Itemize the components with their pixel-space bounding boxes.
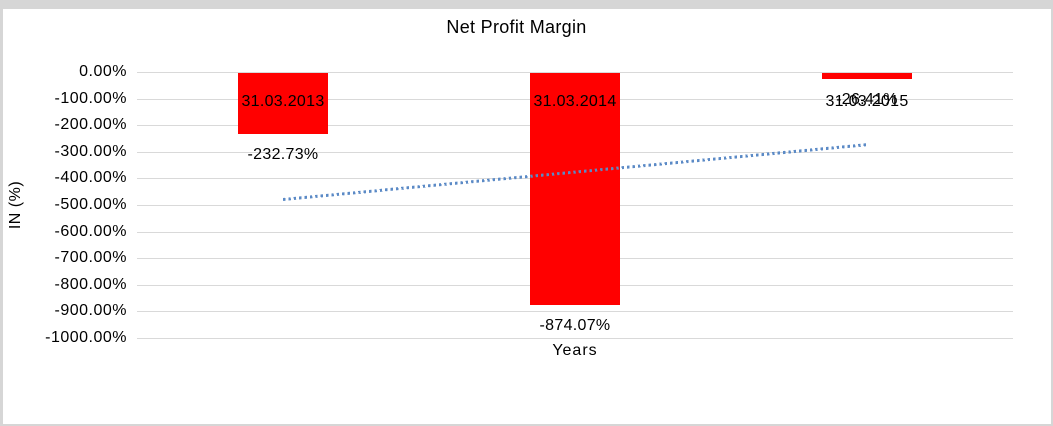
frame-edge-left (0, 0, 3, 426)
y-tick-label: -400.00% (54, 169, 127, 186)
data-label: -232.73% (247, 146, 319, 163)
y-tick-label: -600.00% (54, 223, 127, 240)
y-tick-label: -500.00% (54, 196, 127, 213)
bar-31.03.2014[interactable] (530, 73, 620, 305)
y-tick-label: -1000.00% (45, 329, 127, 346)
gridline (137, 311, 1013, 312)
frame-edge-right (1051, 0, 1053, 426)
frame-edge-top (0, 0, 1053, 9)
chart-title: Net Profit Margin (446, 17, 587, 37)
y-tick-label: -700.00% (54, 249, 127, 266)
x-axis-title: Years (552, 342, 598, 359)
bar-31.03.2015[interactable] (822, 73, 912, 79)
data-label: -26.41% (836, 91, 898, 108)
gridline (137, 72, 1013, 73)
gridline (137, 338, 1013, 339)
y-tick-label: 0.00% (79, 63, 127, 80)
x-category-label: 31.03.2015 (825, 93, 909, 110)
frame-edge-bottom (0, 424, 1053, 426)
y-tick-label: -800.00% (54, 276, 127, 293)
y-tick-label: -100.00% (54, 90, 127, 107)
y-tick-label: -900.00% (54, 302, 127, 319)
bar-31.03.2013[interactable] (238, 73, 328, 134)
data-label: -874.07% (539, 317, 611, 334)
x-category-label: 31.03.2014 (533, 93, 617, 110)
y-tick-label: -300.00% (54, 143, 127, 160)
y-tick-label: -200.00% (54, 116, 127, 133)
x-category-label: 31.03.2013 (241, 93, 325, 110)
